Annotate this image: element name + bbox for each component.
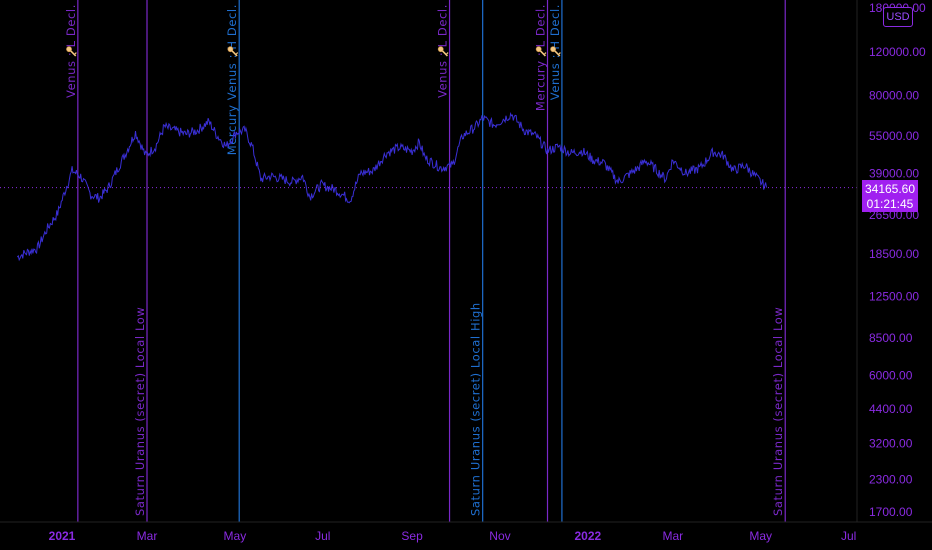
currency-badge[interactable]: USD <box>883 7 913 27</box>
y-tick-label: 3200.00 <box>869 437 913 451</box>
price-series-line <box>16 111 767 262</box>
y-tick-label: 6000.00 <box>869 369 913 383</box>
x-tick-label: May <box>749 529 772 543</box>
y-tick-label: 120000.00 <box>869 45 926 59</box>
y-tick-label: 18500.00 <box>869 247 919 261</box>
y-tick-label: 80000.00 <box>869 89 919 103</box>
x-tick-label: 2022 <box>574 529 601 543</box>
y-tick-label: 4400.00 <box>869 402 913 416</box>
x-tick-label: Mar <box>663 529 684 543</box>
key-icon <box>227 46 239 57</box>
event-line-label: Saturn Uranus (secret) Local Low <box>133 307 147 516</box>
last-price-tag: 34165.60 01:21:45 <box>862 180 918 212</box>
event-line-label: Mercury : L Decl. <box>534 4 548 111</box>
vertical-lines-layer: Venus : L Decl.Saturn Uranus (secret) Lo… <box>64 0 786 522</box>
y-tick-label: 55000.00 <box>869 129 919 143</box>
key-icon <box>550 46 561 57</box>
last-price-label: 34165.60 <box>864 182 916 196</box>
event-line-label: Saturn Uranus (secret) Local High <box>469 302 483 516</box>
key-icon <box>437 46 449 57</box>
y-tick-label: 8500.00 <box>869 331 913 345</box>
x-tick-label: Mar <box>137 529 158 543</box>
event-line-label: Mercury Venus : H Decl. <box>225 4 239 155</box>
y-tick-label: 12500.00 <box>869 289 919 303</box>
event-line-label: Saturn Uranus (secret) Local Low <box>771 307 785 516</box>
x-tick-label: Jul <box>841 529 856 543</box>
y-tick-label: 1700.00 <box>869 505 913 519</box>
bar-countdown-label: 01:21:45 <box>866 197 914 211</box>
y-tick-label: 39000.00 <box>869 166 919 180</box>
x-tick-label: Sep <box>401 529 423 543</box>
x-tick-label: May <box>224 529 247 543</box>
price-axis: 1700.00 2300.00 3200.00 4400.00 6000.00 8500.… <box>869 1 926 519</box>
y-tick-label: 2300.00 <box>869 472 913 486</box>
key-icon <box>66 46 77 57</box>
time-axis: 2021 Mar May Jul Sep Nov 2022 Mar May Jul <box>49 529 857 543</box>
key-icon <box>535 46 547 57</box>
x-tick-label: Jul <box>315 529 330 543</box>
price-layer <box>0 111 857 262</box>
x-tick-label: 2021 <box>49 529 76 543</box>
x-tick-label: Nov <box>489 529 510 543</box>
